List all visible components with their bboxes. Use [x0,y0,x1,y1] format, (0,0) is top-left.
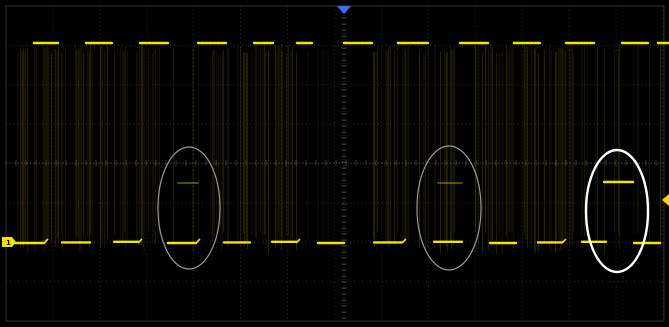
trace-edge-bright [43,238,49,244]
trigger-position-arrow-icon[interactable] [337,6,351,14]
trace-edge-bright [295,238,301,244]
trace-edge-bright [137,238,143,244]
trace-edge-bright [561,238,567,244]
grid-frame [5,5,665,322]
channel-1-marker-label: 1 [6,239,11,247]
trace-edge-bright [401,238,407,244]
runt-highlight-ellipse-3 [584,148,650,274]
runt-highlight-ellipse-2 [416,145,482,271]
runt-pulse-highlights [157,145,650,274]
channel-1-ground-marker-icon[interactable]: 1 [2,237,16,247]
trigger-level-arrow-icon[interactable] [662,194,669,206]
trace-edge-bright [195,238,201,244]
waveform-trace [12,41,669,245]
runt-highlight-ellipse-1 [157,146,221,270]
signal-envelope [17,44,663,254]
